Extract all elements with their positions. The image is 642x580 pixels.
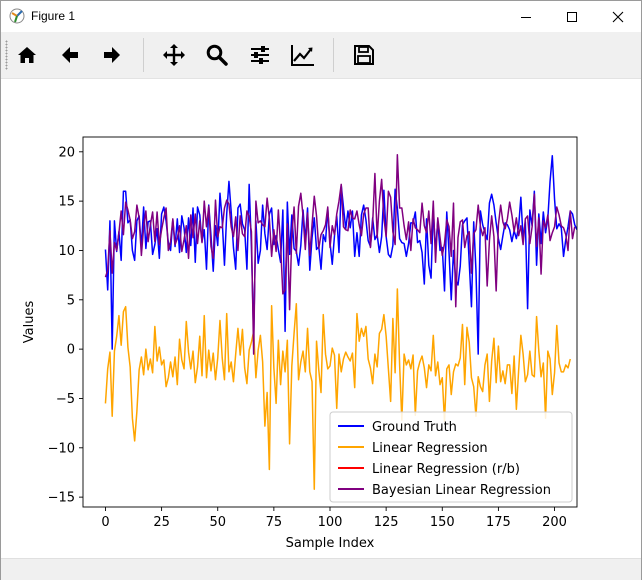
maximize-button[interactable] [549, 1, 595, 32]
move-icon [163, 44, 185, 66]
arrow-right-icon [104, 47, 120, 63]
matplotlib-app-icon [9, 8, 25, 24]
x-tick-label: 50 [209, 515, 226, 530]
legend-entry: Ground Truth [372, 420, 457, 435]
x-tick-label: 75 [266, 515, 283, 530]
y-tick-label: −5 [56, 392, 75, 407]
line-chart[interactable]: 0 25 50 75 100 125 150 175 200 −15 −10 −5 0 5 10 15 20 Sa… [1, 79, 641, 557]
toolbar-grip[interactable] [5, 40, 8, 70]
edit-axis-button[interactable] [287, 39, 319, 71]
series-line-bayesian-linear-regression [104, 154, 576, 355]
legend-box [329, 411, 573, 503]
x-tick-label: 125 [374, 515, 399, 530]
x-axis-label: Sample Index [286, 536, 375, 551]
arrow-left-icon [62, 47, 78, 63]
floppy-disk-icon [354, 45, 374, 65]
series-line-linear-regression [104, 288, 571, 490]
toolbar-separator [143, 38, 144, 72]
legend-entry: Linear Regression [372, 441, 488, 456]
y-tick-label: 5 [67, 293, 75, 308]
minimize-icon [521, 16, 531, 18]
configure-subplots-button[interactable] [244, 39, 276, 71]
y-tick-label: 20 [58, 145, 75, 160]
x-tick-label: 150 [430, 515, 455, 530]
title-bar[interactable]: Figure 1 [1, 1, 641, 32]
maximize-icon [567, 11, 577, 22]
back-button[interactable] [54, 39, 86, 71]
y-tick-label: 0 [67, 343, 75, 358]
y-tick-label: 15 [58, 195, 75, 210]
window-title: Figure 1 [31, 9, 76, 23]
zoom-button[interactable] [201, 39, 233, 71]
minimize-button[interactable] [503, 1, 549, 32]
forward-button[interactable] [96, 39, 128, 71]
legend-entry: Linear Regression (r/b) [372, 462, 520, 477]
magnifier-icon [206, 44, 228, 66]
home-button[interactable] [11, 39, 43, 71]
x-tick-label: 25 [153, 515, 170, 530]
home-icon [18, 47, 36, 63]
y-axis-label: Values [22, 301, 37, 344]
y-tick-label: 10 [58, 244, 75, 259]
navigation-toolbar [1, 32, 641, 79]
y-tick-label: −10 [48, 441, 75, 456]
pan-button[interactable] [158, 39, 190, 71]
series-group [104, 154, 577, 490]
line-chart-icon [291, 45, 314, 66]
x-tick-label: 0 [101, 515, 109, 530]
x-tick-label: 100 [318, 515, 343, 530]
close-icon [612, 11, 624, 22]
x-tick-label: 175 [486, 515, 511, 530]
close-button[interactable] [595, 1, 641, 32]
legend-entry: Bayesian Linear Regression [372, 483, 551, 498]
status-bar [1, 558, 641, 580]
toolbar-separator [333, 38, 334, 72]
save-button[interactable] [348, 39, 380, 71]
y-tick-label: −15 [48, 491, 75, 506]
figure-canvas[interactable]: 0 25 50 75 100 125 150 175 200 −15 −10 −5 0 5 10 15 20 Sa… [1, 79, 641, 557]
x-tick-label: 200 [542, 515, 567, 530]
sliders-icon [251, 46, 269, 64]
